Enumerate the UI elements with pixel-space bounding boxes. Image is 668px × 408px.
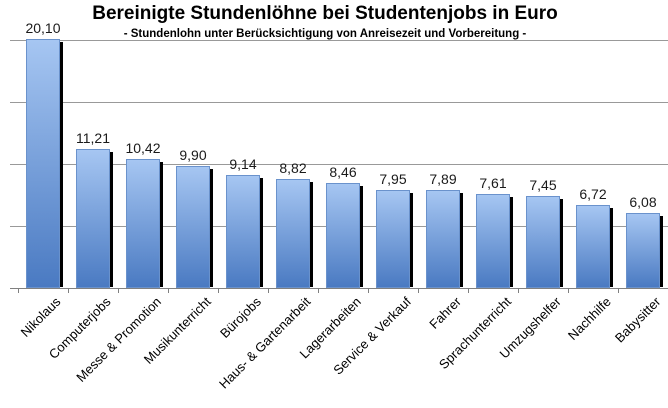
bar-shadow [160,162,163,287]
chart-subtitle: - Stundenlohn unter Berücksichtigung von… [123,28,527,40]
bar-shadow [560,198,563,287]
bar-shadow [310,181,313,287]
bar-Messe & Promotion [126,159,163,288]
x-axis-tick [18,288,19,293]
bar-shadow [460,193,463,287]
x-axis-tick [418,288,419,293]
x-axis-tick [218,288,219,293]
bar-shadow [110,152,113,287]
value-label: 7,61 [479,174,507,191]
bar-Babysitter [626,212,663,288]
x-label-Haus- & Gartenarbeit: Haus- & Gartenarbeit [216,294,314,392]
gridline-15 [10,101,668,103]
bar-shadow [610,207,613,287]
value-label: 11,21 [76,130,110,147]
x-axis-tick [518,288,519,293]
x-label-Babysitter: Babysitter [612,294,664,346]
bar-Nikolaus [26,39,63,288]
x-axis-tick [318,288,319,293]
x-axis-tick [368,288,369,293]
value-label: 8,82 [279,159,307,176]
x-label-Nikolaus: Nikolaus [17,294,64,340]
x-label-Messe & Promotion: Messe & Promotion [72,294,164,385]
gridline-10 [10,163,668,165]
x-axis-tick [118,288,119,293]
bar-Service & Verkauf [376,189,413,288]
bar-Fahrer [426,190,463,288]
value-label: 8,46 [329,164,357,181]
bar-Bürojobs [226,174,263,288]
x-label-Nachhilfe: Nachhilfe [564,294,614,343]
value-label: 10,42 [125,140,161,157]
x-axis-tick [268,288,269,293]
bar-Computerjobs [76,149,113,288]
x-axis-line [10,288,668,289]
bar-Sprachunterricht [476,193,513,288]
value-label: 6,08 [629,193,657,210]
bar-shadow [510,196,513,287]
bar-Lagerarbeiten [326,183,363,288]
x-axis-tick [618,288,619,293]
bar-shadow [60,42,63,287]
value-label: 20,10 [25,20,61,37]
value-label: 9,14 [229,155,257,172]
bar-Umzugshelfer [526,195,563,288]
x-label-Bürojobs: Bürojobs [216,294,264,341]
x-axis-tick [68,288,69,293]
value-label: 6,72 [579,185,607,202]
bar-shadow [210,168,213,287]
value-label: 7,45 [529,176,557,193]
bar-shadow [360,186,363,287]
bar-Haus- & Gartenarbeit [276,178,313,288]
x-label-Fahrer: Fahrer [425,294,464,332]
value-label: 9,90 [179,146,207,163]
bar-Musikunterricht [176,165,213,288]
x-axis-tick [568,288,569,293]
value-label: 7,95 [379,170,407,187]
bar-shadow [660,215,663,287]
bar-Nachhilfe [576,204,613,288]
gridline-20 [10,40,668,42]
chart-title: Bereinigte Stundenlöhne bei Studentenjob… [92,3,558,24]
x-axis-tick [468,288,469,293]
bar-shadow [410,192,413,287]
value-label: 7,89 [429,171,457,188]
bar-shadow [260,177,263,287]
x-axis-tick [168,288,169,293]
